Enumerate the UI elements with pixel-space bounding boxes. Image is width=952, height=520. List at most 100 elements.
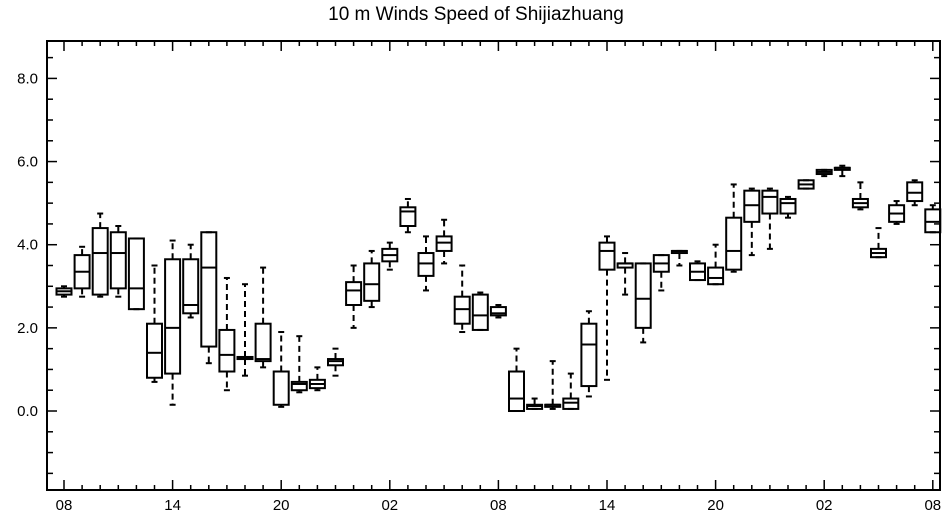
interquartile-box <box>91 227 109 296</box>
box-whisker <box>381 241 399 271</box>
box-whisker <box>652 254 670 292</box>
x-tick-label: 02 <box>381 497 398 514</box>
interquartile-box <box>508 370 525 413</box>
box-whisker <box>815 168 833 178</box>
box-whisker <box>218 276 236 392</box>
box-whisker <box>906 179 924 207</box>
box-whisker <box>924 204 942 234</box>
interquartile-box <box>200 231 218 348</box>
box-whisker <box>399 197 417 234</box>
box-whisker <box>435 218 453 265</box>
box-whisker <box>327 347 344 377</box>
box-whisker <box>797 179 815 190</box>
axes: 0.0 2.0 4.0 6.0 8.0 08 14 20 02 08 14 20 02 08 <box>17 41 941 514</box>
box-whisker <box>236 283 254 377</box>
x-tick-label: 14 <box>599 497 616 514</box>
box-whisker <box>707 243 725 286</box>
box-whisker <box>272 331 290 408</box>
box-whisker <box>73 245 91 298</box>
box-whisker <box>544 360 562 410</box>
interquartile-box <box>743 189 761 223</box>
interquartile-box <box>417 252 435 277</box>
x-tick-label: 02 <box>816 497 833 514</box>
box-whisker <box>833 164 851 178</box>
box-whisker <box>580 310 598 398</box>
box-whisker <box>182 243 200 319</box>
interquartile-box <box>127 237 145 311</box>
interquartile-box <box>906 181 924 203</box>
box-whisker <box>345 264 363 329</box>
x-tick-label: 20 <box>273 497 290 514</box>
interquartile-box <box>598 241 616 271</box>
box-whisker <box>562 372 580 410</box>
box-whisker <box>308 366 326 392</box>
box-whisker <box>616 252 634 296</box>
y-tick-label: 4.0 <box>17 237 38 254</box>
box-whisker <box>290 335 308 394</box>
box-whisker <box>725 183 743 273</box>
interquartile-box <box>471 293 489 331</box>
plot-frame <box>46 40 941 491</box>
chart-title: 10 m Winds Speed of Shijiazhuang <box>328 4 624 25</box>
box-whisker <box>670 249 688 267</box>
interquartile-box <box>363 262 381 302</box>
interquartile-box <box>345 281 363 306</box>
interquartile-box <box>707 266 725 286</box>
interquartile-box <box>109 231 127 290</box>
interquartile-box <box>254 322 272 363</box>
interquartile-box <box>182 258 200 315</box>
x-tick-label: 08 <box>924 497 941 514</box>
box-whisker <box>471 291 489 331</box>
box-series <box>55 164 942 413</box>
box-whisker <box>200 231 218 365</box>
y-tick-label: 0.0 <box>17 403 38 420</box>
y-tick-label: 2.0 <box>17 320 38 337</box>
interquartile-box <box>327 358 344 367</box>
interquartile-box <box>146 322 163 379</box>
interquartile-box <box>453 295 471 325</box>
box-whisker <box>146 264 163 383</box>
interquartile-box <box>580 322 598 388</box>
box-whisker <box>851 181 869 211</box>
interquartile-box <box>779 197 797 215</box>
interquartile-box <box>164 258 182 375</box>
interquartile-box <box>290 380 308 392</box>
box-whisker <box>689 260 706 282</box>
box-whisker <box>363 249 381 309</box>
box-whisker <box>761 187 779 250</box>
x-tick-label: 08 <box>56 497 73 514</box>
box-whisker <box>743 187 761 257</box>
interquartile-box <box>399 206 417 228</box>
box-whisker <box>109 225 127 298</box>
interquartile-box <box>272 370 290 406</box>
box-whisker <box>453 264 471 334</box>
box-whisker <box>598 235 616 381</box>
x-tick-label: 14 <box>164 497 181 514</box>
interquartile-box <box>924 208 942 234</box>
box-whisker <box>526 397 544 410</box>
interquartile-box <box>489 306 507 317</box>
box-whisker <box>779 195 797 219</box>
box-whisker <box>888 200 906 225</box>
interquartile-box <box>634 262 652 329</box>
box-whisker <box>55 285 73 298</box>
box-whisker <box>870 227 887 259</box>
box-whisker <box>508 347 525 413</box>
interquartile-box <box>725 216 743 271</box>
interquartile-box <box>761 189 779 215</box>
y-tick-label: 8.0 <box>17 70 38 87</box>
interquartile-box <box>562 397 580 410</box>
box-whisker <box>127 237 145 311</box>
interquartile-box <box>435 235 453 252</box>
x-tick-label: 08 <box>490 497 507 514</box>
box-whisker <box>91 212 109 298</box>
box-whisker <box>634 262 652 344</box>
box-whisker <box>489 303 507 319</box>
y-tick-label: 6.0 <box>17 154 38 171</box>
x-tick-label: 20 <box>707 497 724 514</box>
box-whisker <box>417 235 435 292</box>
box-whisker <box>254 266 272 369</box>
interquartile-box <box>218 328 236 373</box>
box-whisker <box>164 239 182 406</box>
